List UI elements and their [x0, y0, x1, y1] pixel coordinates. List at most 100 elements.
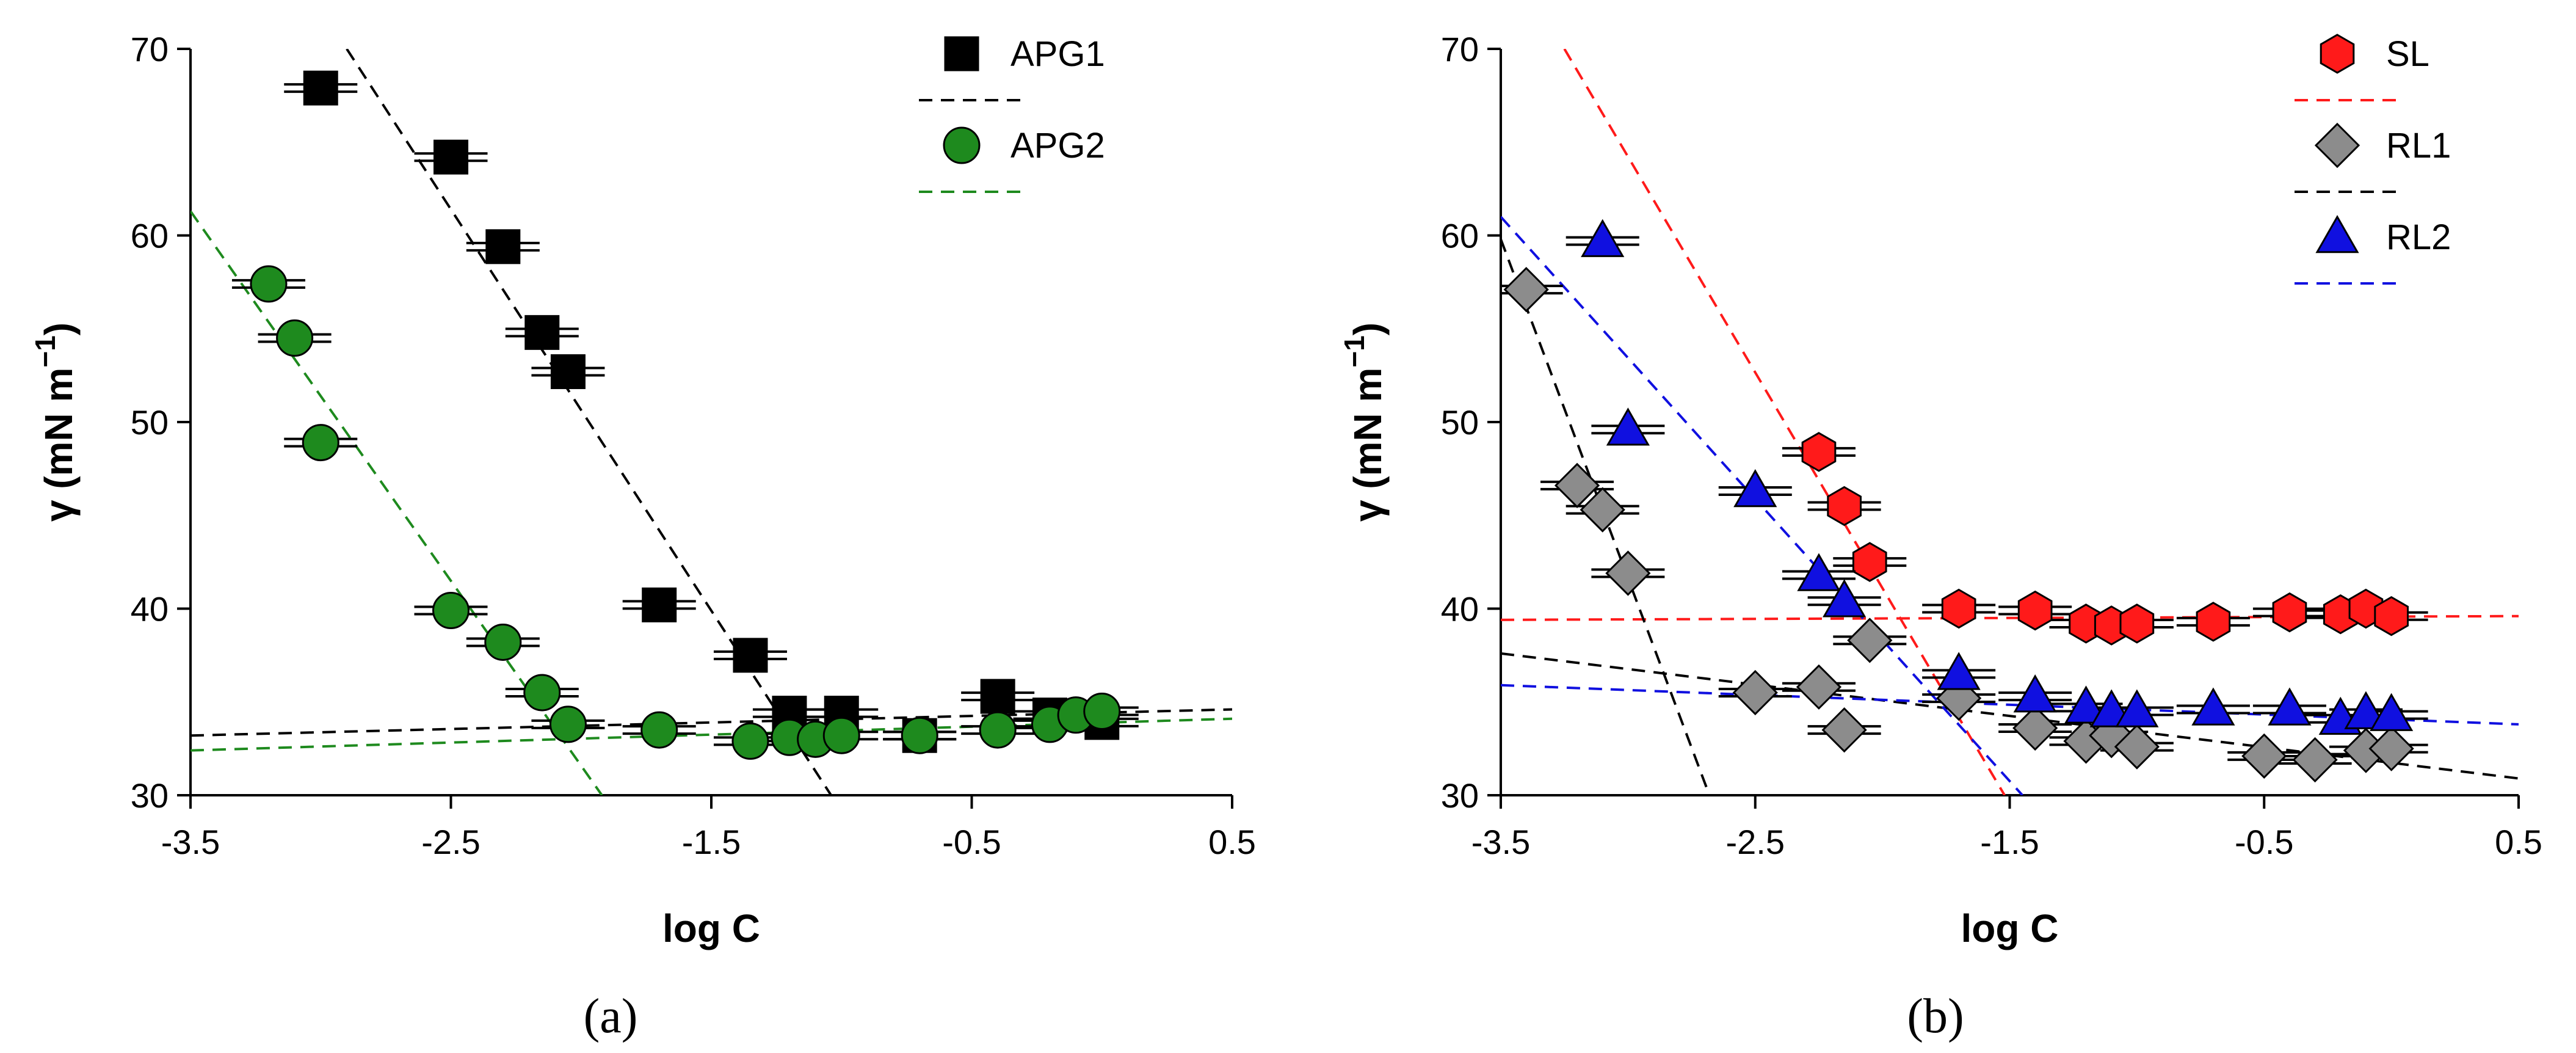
- data-point-apg1: [980, 679, 1015, 714]
- data-point-apg2: [822, 716, 860, 754]
- data-point-rl2: [2013, 674, 2057, 713]
- data-point-rl2: [2268, 687, 2312, 726]
- x-tick-label: 0.5: [1208, 823, 1256, 861]
- data-point-sl: [1852, 542, 1887, 582]
- data-point-sl: [2272, 592, 2307, 633]
- data-point-rl2: [1823, 579, 1867, 618]
- data-point-rl1: [1847, 618, 1893, 663]
- panel-label: (b): [1907, 989, 1964, 1043]
- data-point-rl1: [1796, 664, 1842, 710]
- data-point-apg1: [524, 315, 560, 350]
- x-axis-label: log C: [662, 906, 760, 950]
- x-tick-label: -0.5: [942, 823, 1001, 861]
- legend-label-sl: SL: [2386, 34, 2429, 74]
- fit-line-apg1: [346, 49, 832, 795]
- y-tick-label: 60: [131, 217, 169, 255]
- data-point-apg2: [302, 424, 339, 462]
- y-tick-label: 50: [1441, 403, 1479, 442]
- data-point-rl2: [1581, 219, 1625, 257]
- data-point-rl1: [2114, 724, 2160, 770]
- data-point-apg2: [250, 265, 288, 303]
- data-point-apg1: [733, 638, 768, 673]
- data-point-rl2: [2064, 685, 2108, 724]
- data-point-sl: [1827, 486, 1862, 526]
- panel-label: (a): [584, 989, 638, 1043]
- data-point-rl2: [2370, 693, 2414, 731]
- data-point-apg2: [1083, 693, 1121, 731]
- data-point-apg2: [640, 711, 678, 749]
- fit-line-sl: [1563, 49, 2006, 795]
- data-point-apg1: [485, 229, 521, 264]
- data-point-rl2: [2115, 689, 2159, 727]
- legend-marker-sl: [2320, 34, 2355, 74]
- data-point-rl1: [1503, 266, 1549, 313]
- data-point-apg1: [303, 70, 338, 106]
- y-tick-label: 60: [1441, 217, 1479, 255]
- data-point-apg1: [550, 354, 586, 390]
- data-point-apg1: [642, 587, 677, 622]
- y-tick-label: 70: [1441, 30, 1479, 68]
- panel-a: 30 40 50 60 70 -3.5 -2.5 -1.5 -0.5 0.5 log C γ (mN …: [29, 30, 1256, 1043]
- x-axis-label: log C: [1961, 906, 2059, 950]
- data-point-apg2: [731, 722, 769, 760]
- data-point-rl1: [1732, 669, 1778, 716]
- fit-line-rl2: [1501, 216, 2023, 795]
- fit-line-rl2: [1501, 683, 2519, 726]
- data-point-apg2: [432, 592, 470, 630]
- x-tick-label: -3.5: [1471, 823, 1531, 861]
- data-point-apg2: [979, 711, 1017, 749]
- legend-marker-rl2: [2315, 214, 2359, 253]
- data-point-apg2: [523, 674, 561, 712]
- panel-b: 30 40 50 60 70 -3.5 -2.5 -1.5 -0.5 0.5 log C γ (mN …: [1338, 30, 2542, 1043]
- legend-label-apg2: APG2: [1010, 126, 1105, 166]
- y-axis-label: γ (mN m−1): [1338, 322, 1390, 522]
- legend-label-apg1: APG1: [1010, 34, 1105, 74]
- legend-marker-rl1: [2314, 122, 2360, 169]
- data-point-rl2: [1797, 553, 1841, 591]
- legend-label-rl1: RL1: [2386, 126, 2451, 166]
- data-point-apg2: [549, 705, 587, 743]
- data-point-rl1: [2292, 737, 2338, 783]
- data-point-rl2: [1937, 652, 1981, 690]
- y-axis-label: γ (mN m−1): [29, 322, 81, 522]
- x-tick-label: 0.5: [2495, 823, 2542, 861]
- x-tick-label: -2.5: [421, 823, 481, 861]
- data-point-sl: [1941, 588, 1976, 629]
- y-tick-label: 40: [1441, 590, 1479, 629]
- data-point-apg2: [484, 623, 522, 661]
- data-point-rl2: [2191, 687, 2235, 726]
- data-point-rl1: [1821, 707, 1867, 753]
- x-tick-label: -1.5: [1980, 823, 2039, 861]
- data-point-sl: [1801, 432, 1837, 472]
- fit-line-rl1: [1501, 652, 2519, 780]
- legend-marker-apg1: [944, 36, 979, 71]
- data-point-apg2: [901, 716, 938, 754]
- data-point-rl1: [2368, 726, 2414, 771]
- data-point-apg2: [276, 319, 314, 357]
- y-tick-label: 70: [131, 30, 169, 68]
- x-tick-label: -2.5: [1726, 823, 1785, 861]
- legend-label-rl2: RL2: [2386, 217, 2451, 257]
- data-point-rl2: [2344, 691, 2388, 729]
- data-point-rl1: [1605, 550, 1651, 596]
- data-point-rl1: [1554, 462, 1600, 508]
- y-tick-label: 30: [1441, 776, 1479, 815]
- x-tick-label: -3.5: [161, 823, 220, 861]
- x-tick-label: -1.5: [682, 823, 741, 861]
- data-point-sl: [2196, 602, 2231, 642]
- data-point-rl1: [2241, 733, 2287, 779]
- x-tick-label: -0.5: [2235, 823, 2294, 861]
- data-point-rl1: [1580, 487, 1625, 533]
- y-tick-label: 40: [131, 590, 169, 629]
- y-tick-label: 30: [131, 776, 169, 815]
- data-point-rl1: [2012, 705, 2058, 751]
- data-point-sl: [2374, 596, 2409, 636]
- y-tick-label: 50: [131, 403, 169, 442]
- data-point-sl: [2119, 603, 2155, 644]
- data-point-rl2: [1606, 407, 1650, 446]
- data-point-sl: [2017, 590, 2053, 631]
- data-point-apg1: [434, 139, 468, 175]
- legend-marker-apg2: [943, 126, 981, 164]
- data-point-rl2: [1733, 469, 1777, 508]
